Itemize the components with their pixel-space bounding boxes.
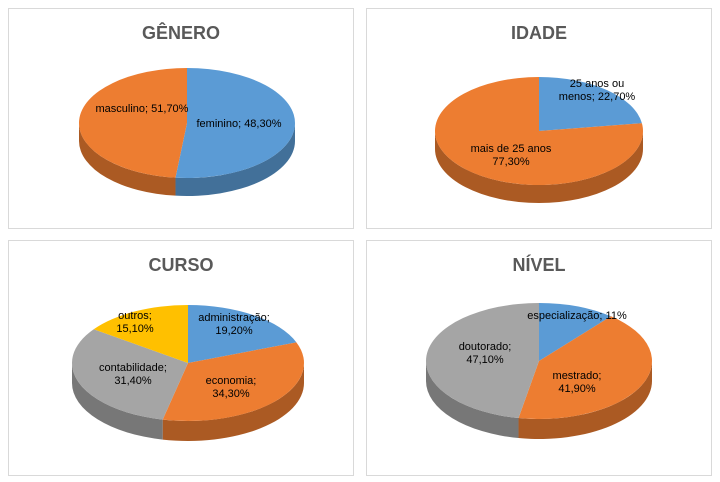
pie-data-label: mestrado; 41,90% [553,370,602,395]
pie-slice-feminino [79,68,187,178]
chart-panel-curso: CURSO administração; 19,20% economia; 34,30… [8,240,354,476]
chart-title: CURSO [148,255,214,275]
pie-data-label: mais de 25 anos 77,30% [471,143,552,168]
chart-panel-idade: IDADE 25 anos ou menos; 22,70% mais de 25 … [366,8,712,229]
chart-title: GÊNERO [141,23,220,43]
pie-data-label: feminino; 48,30% [197,118,282,130]
pie-chart-genero: masculino; 51,70% feminino; 48,30% [79,68,296,196]
pie-slice-masculino [175,68,296,178]
pie-data-label: especialização; 11% [527,310,627,322]
pie-chart-nivel: especialização; 11% mestrado; 41,90% doutor… [425,303,652,439]
pie-slice-mais-de-25-anos [435,77,643,185]
chart-panel-nivel: NÍVEL especialização; 11% mestrado; 41,90%… [366,240,712,476]
chart-panel-genero: GÊNERO masculino; 51,70% feminino; 48,30% [8,8,354,229]
pie-slice-side-contabilidade [72,363,163,440]
pie-data-label: economia; 34,30% [206,375,257,400]
pie-chart-idade: 25 anos ou menos; 22,70% mais de 25 anos 77… [435,77,643,203]
pie-data-label: outros; 15,10% [116,310,154,335]
pie-slice-25-anos-ou-menos [539,77,642,131]
pie-data-label: administração; 19,20% [198,312,270,337]
pie-slice-economia [162,342,305,421]
pie-slice-side-doutorado [426,361,519,439]
pie-data-label: contabilidade; 31,40% [99,362,167,387]
pie-slice-outros [93,305,188,363]
pie-slice-mestrado [518,316,652,419]
pie-slice-side-mestrado [518,361,652,439]
pie-slice-administração [188,305,297,363]
pie-slice-side-feminino [79,123,176,196]
pie-data-label: 25 anos ou menos; 22,70% [559,78,636,103]
pie-chart-curso: administração; 19,20% economia; 34,30% conta… [71,305,305,441]
pie-data-label: masculino; 51,70% [96,103,189,115]
pie-slice-side-masculino [175,123,295,196]
pie-slice-side-economia [162,363,304,441]
pie-slice-especialização [539,303,612,361]
pie-slice-doutorado [425,303,539,419]
chart-title: NÍVEL [512,255,566,275]
pie-slice-side-mais-de-25-anos [435,131,643,203]
chart-title: IDADE [510,23,567,43]
pie-data-label: doutorado; 47,10% [459,341,512,366]
pie-slice-contabilidade [71,329,188,420]
